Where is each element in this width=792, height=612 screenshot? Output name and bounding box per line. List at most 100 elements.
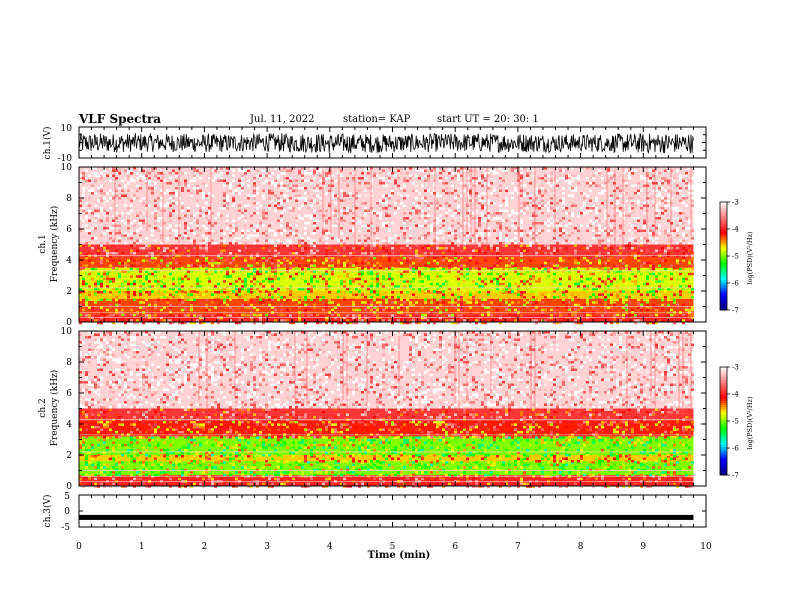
psd-cell — [88, 273, 91, 276]
psd-cell — [334, 227, 337, 230]
psd-cell — [676, 314, 679, 317]
psd-cell — [283, 314, 286, 317]
psd-cell — [94, 237, 97, 240]
psd-cell — [382, 222, 385, 225]
psd-cell — [598, 314, 601, 317]
psd-cell — [196, 280, 199, 283]
psd-cell — [238, 301, 241, 304]
psd-cell — [394, 212, 397, 215]
psd-cell — [160, 280, 163, 283]
psd-cell — [304, 242, 307, 245]
psd-cell — [181, 275, 184, 278]
psd-cell — [538, 250, 541, 253]
psd-cell — [145, 278, 148, 281]
psd-cell — [295, 217, 298, 220]
psd-cell — [376, 262, 379, 265]
psd-cell — [151, 255, 154, 258]
psd-cell — [181, 190, 184, 193]
psd-cell — [271, 259, 274, 262]
psd-cell — [307, 290, 310, 293]
psd-cell — [484, 299, 487, 302]
psd-cell — [100, 175, 103, 178]
psd-cell — [574, 262, 577, 265]
psd-cell — [541, 250, 544, 253]
psd-cell — [520, 264, 523, 267]
psd-cell — [289, 314, 292, 317]
psd-cell — [481, 192, 484, 195]
psd-cell — [106, 255, 109, 258]
psd-cell — [622, 314, 625, 317]
psd-cell — [463, 280, 466, 283]
psd-cell — [169, 177, 172, 180]
psd-cell — [634, 250, 637, 253]
psd-cell — [526, 245, 529, 248]
psd-cell — [649, 278, 652, 281]
psd-cell — [457, 278, 460, 281]
psd-cell — [544, 245, 547, 248]
psd-cell — [469, 267, 472, 270]
psd-cell — [565, 180, 568, 183]
psd-cell — [94, 299, 97, 302]
psd-cell — [361, 252, 364, 255]
psd-cell — [586, 207, 589, 210]
psd-cell — [277, 197, 280, 200]
psd-cell — [250, 273, 253, 276]
psd-cell — [301, 304, 304, 307]
psd-cell — [529, 217, 532, 220]
psd-cell — [523, 212, 526, 215]
psd-cell — [220, 177, 223, 180]
psd-cell — [502, 210, 505, 213]
psd-cell — [622, 294, 625, 297]
psd-cell — [313, 240, 316, 243]
psd-cell — [619, 227, 622, 230]
psd-cell — [514, 222, 517, 225]
psd-cell — [523, 222, 526, 225]
psd-cell — [85, 225, 88, 228]
psd-cell — [682, 250, 685, 253]
psd-cell — [658, 285, 661, 288]
psd-cell — [409, 280, 412, 283]
psd-cell — [379, 309, 382, 312]
psd-cell — [268, 299, 271, 302]
psd-cell — [286, 177, 289, 180]
psd-cell — [265, 217, 268, 220]
psd-cell — [409, 177, 412, 180]
psd-cell — [409, 285, 412, 288]
psd-cell — [376, 240, 379, 243]
psd-cell — [568, 175, 571, 178]
psd-cell — [298, 195, 301, 198]
psd-cell — [100, 280, 103, 283]
psd-cell — [427, 210, 430, 213]
psd-cell — [592, 182, 595, 185]
psd-cell — [244, 283, 247, 286]
psd-cell — [199, 190, 202, 193]
psd-cell — [658, 195, 661, 198]
psd-cell — [502, 290, 505, 293]
psd-cell — [262, 299, 265, 302]
psd-cell — [241, 230, 244, 233]
psd-cell — [400, 259, 403, 262]
psd-cell — [352, 309, 355, 312]
psd-cell — [661, 197, 664, 200]
psd-cell — [223, 275, 226, 278]
psd-cell — [436, 245, 439, 248]
psd-cell — [424, 290, 427, 293]
psd-cell — [100, 242, 103, 245]
psd-cell — [268, 207, 271, 210]
psd-cell — [226, 182, 229, 185]
psd-cell — [391, 291, 394, 294]
psd-cell — [304, 202, 307, 205]
psd-cell — [442, 259, 445, 262]
psd-cell — [436, 237, 439, 240]
psd-cell — [451, 294, 454, 297]
psd-cell — [655, 296, 658, 299]
psd-cell — [532, 309, 535, 312]
psd-cell — [238, 273, 241, 276]
psd-cell — [313, 259, 316, 262]
psd-cell — [277, 200, 280, 203]
psd-cell — [607, 267, 610, 270]
psd-cell — [460, 309, 463, 312]
psd-cell — [430, 268, 433, 271]
psd-cell — [541, 309, 544, 312]
psd-cell — [526, 190, 529, 193]
